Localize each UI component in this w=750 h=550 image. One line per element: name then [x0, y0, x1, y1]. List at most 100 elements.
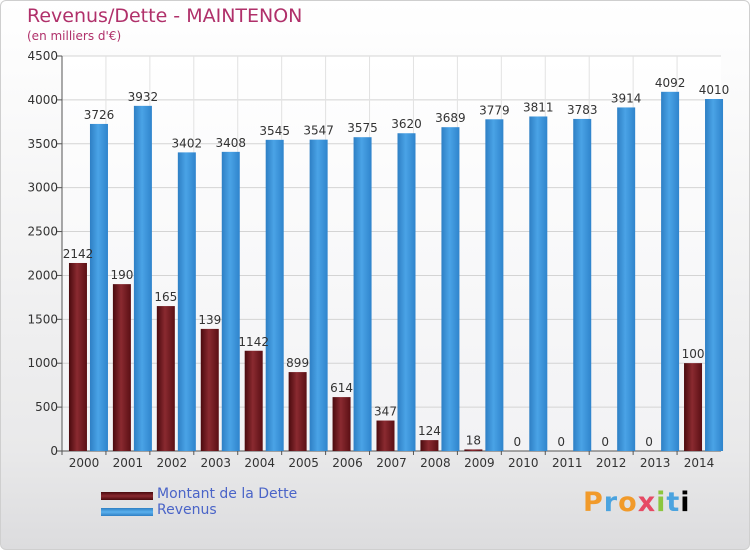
x-tick-label: 2001 [113, 456, 144, 470]
x-tick-label: 2013 [640, 456, 671, 470]
revenue-bar [705, 99, 724, 451]
logo-letter: t [666, 487, 681, 518]
x-tick-label: 2008 [420, 456, 451, 470]
debt-bar [288, 372, 307, 451]
debt-bar [420, 440, 439, 451]
revenue-value-label: 3408 [215, 136, 246, 150]
revenue-value-label: 3547 [303, 124, 334, 138]
logo-letter: P [583, 487, 604, 518]
x-tick-label: 2007 [376, 456, 407, 470]
debt-bar [112, 284, 131, 451]
revenue-value-label: 3575 [347, 121, 378, 135]
debt-bar [464, 449, 483, 451]
x-tick-label: 2006 [332, 456, 363, 470]
y-tick-label: 1500 [27, 312, 58, 326]
x-tick-label: 2010 [508, 456, 539, 470]
revenue-bar [353, 137, 372, 451]
debt-bar [332, 397, 351, 451]
debt-bar [684, 363, 703, 451]
y-tick-label: 3500 [27, 137, 58, 151]
chart-subtitle: (en milliers d'€) [27, 29, 122, 43]
revenue-bar [485, 119, 504, 451]
revenue-value-label: 3620 [391, 117, 422, 131]
debt-value-label: 0 [557, 435, 565, 449]
revenue-bar [617, 107, 636, 451]
y-tick-label: 4000 [27, 93, 58, 107]
y-tick-label: 1000 [27, 356, 58, 370]
x-tick-label: 2002 [157, 456, 188, 470]
revenue-bar [441, 127, 460, 451]
revenue-bar [133, 105, 152, 451]
y-tick-label: 500 [35, 400, 58, 414]
revenue-value-label: 4010 [699, 83, 730, 97]
data-labels: 2142 190 165 139 1142 899 614 347 124 18 0 0 0 0 100 37… [63, 76, 730, 449]
bars [68, 91, 724, 452]
revenue-value-label: 4092 [655, 76, 686, 90]
debt-value-label: 614 [330, 381, 353, 395]
x-tick-label: 2012 [596, 456, 627, 470]
logo-letter: r [603, 487, 619, 518]
revenue-value-label: 3932 [128, 90, 159, 104]
revenue-value-label: 3783 [567, 103, 598, 117]
chart-title: Revenus/Dette - MAINTENON [27, 5, 303, 27]
x-tick-label: 2000 [69, 456, 100, 470]
axes: 0500100015002000250030003500400045002000… [27, 49, 721, 470]
debt-value-label: 0 [601, 435, 609, 449]
x-tick-label: 2003 [200, 456, 231, 470]
y-tick-label: 3000 [27, 181, 58, 195]
debt-value-label: 139 [198, 313, 221, 327]
debt-value-label: 899 [286, 356, 309, 370]
x-tick-label: 2004 [244, 456, 275, 470]
y-tick-label: 2500 [27, 225, 58, 239]
debt-value-label: 100 [682, 347, 705, 361]
proxiti-logo: Proxiti [583, 487, 691, 518]
revenue-bar [573, 118, 592, 451]
legend-swatch-debt [101, 492, 153, 500]
revenue-bar [529, 116, 548, 452]
debt-bar [244, 350, 263, 451]
debt-value-label: 1142 [238, 335, 269, 349]
debt-value-label: 190 [110, 268, 133, 282]
revenue-value-label: 3726 [84, 108, 115, 122]
debt-bar [200, 328, 219, 451]
x-tick-label: 2005 [288, 456, 319, 470]
revenue-value-label: 3779 [479, 103, 510, 117]
debt-value-label: 165 [154, 290, 177, 304]
logo-letter: i [656, 487, 667, 518]
y-tick-label: 4500 [27, 49, 58, 63]
logo-letter: x [637, 487, 657, 518]
debt-value-label: 18 [466, 433, 481, 447]
x-tick-label: 2014 [684, 456, 715, 470]
y-tick-label: 2000 [27, 268, 58, 282]
x-tick-label: 2009 [464, 456, 495, 470]
revenue-bar [221, 151, 240, 451]
debt-value-label: 347 [374, 405, 397, 419]
logo-letter: o [618, 487, 638, 518]
debt-bar [68, 262, 87, 451]
logo-letter: i [680, 487, 691, 518]
debt-value-label: 0 [513, 435, 521, 449]
revenue-bar [89, 123, 108, 451]
debt-value-label: 124 [418, 424, 441, 438]
legend-swatch-revenue [101, 508, 153, 516]
legend-label-revenue: Revenus [157, 502, 217, 518]
revenue-bar [661, 91, 680, 452]
debt-bar [376, 420, 395, 451]
x-tick-label: 2011 [552, 456, 583, 470]
revenue-bar [397, 133, 416, 451]
revenue-value-label: 3811 [523, 100, 554, 114]
debt-value-label: 0 [645, 435, 653, 449]
debt-bar [156, 306, 175, 451]
revenue-value-label: 3689 [435, 111, 466, 125]
revenue-value-label: 3545 [259, 124, 290, 138]
revenue-value-label: 3914 [611, 91, 642, 105]
revenue-bar [309, 139, 328, 451]
revenue-value-label: 3402 [172, 136, 203, 150]
legend-label-debt: Montant de la Dette [157, 486, 298, 502]
debt-value-label: 2142 [63, 247, 94, 261]
revenue-bar [177, 152, 196, 451]
revenue-bar [265, 139, 284, 452]
y-tick-label: 0 [50, 444, 58, 458]
